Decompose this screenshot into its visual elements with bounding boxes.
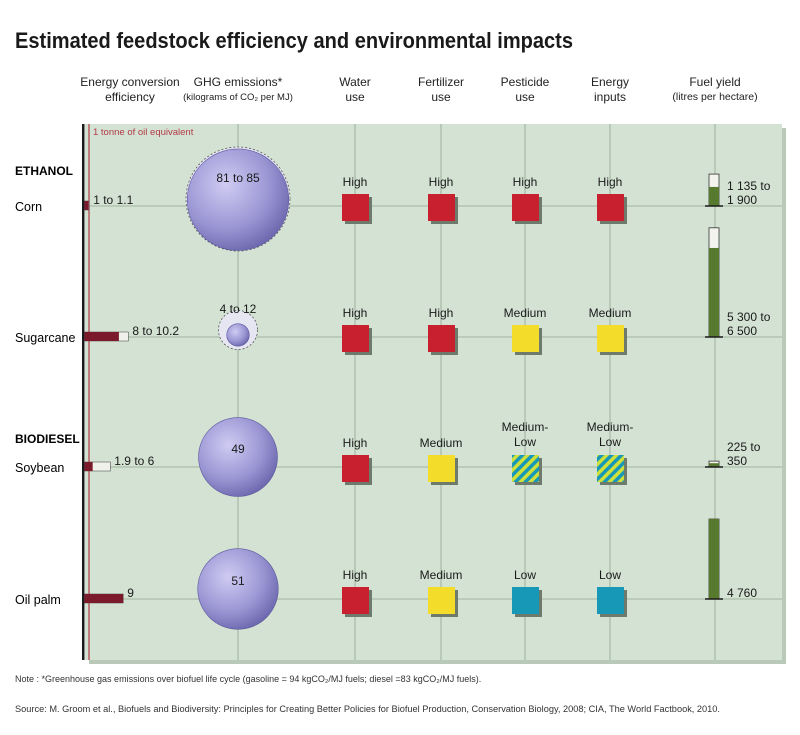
energy_inputs-square-sugarcane	[597, 325, 624, 352]
fertilizer-label-soybean: Medium	[420, 436, 463, 450]
panel-shadow	[782, 128, 786, 664]
energy-bar-soybean	[84, 462, 93, 471]
energy-label-soybean: 1.9 to 6	[114, 454, 154, 468]
column-headers: Energy conversion efficiency GHG emissio…	[80, 75, 757, 104]
header-pesticide-line2: use	[515, 90, 535, 104]
water-label-soybean: High	[343, 436, 368, 450]
row-label-oilpalm: Oil palm	[15, 593, 61, 607]
header-yield-line2: (litres per hectare)	[672, 91, 757, 103]
pesticide-square-soybean	[512, 455, 539, 482]
energy-axis	[82, 124, 85, 660]
header-energy-line2: efficiency	[105, 90, 155, 104]
pesticide-label-corn: High	[513, 175, 538, 189]
fertilizer-label-corn: High	[429, 175, 454, 189]
pesticide-label-soybean-line2: Low	[514, 435, 536, 449]
yield-bar-sugarcane	[709, 247, 719, 337]
yield-label-soybean-line2: 350	[727, 454, 747, 468]
header-yield-line1: Fuel yield	[689, 75, 740, 89]
water-square-oilpalm	[342, 587, 369, 614]
energy_inputs-square-soybean	[597, 455, 624, 482]
energy_inputs-square-corn	[597, 194, 624, 221]
yield-label-sugarcane-line1: 5 300 to	[727, 310, 771, 324]
pesticide-label-soybean-line1: Medium-	[502, 420, 549, 434]
energy_inputs-label-soybean-line1: Medium-	[587, 420, 634, 434]
energy_inputs-label-corn: High	[598, 175, 623, 189]
header-water-line2: use	[345, 90, 365, 104]
energy_inputs-label-sugarcane: Medium	[589, 306, 632, 320]
pesticide-square-corn	[512, 194, 539, 221]
ghg-label-soybean: 49	[231, 442, 245, 456]
header-water-line1: Water	[339, 75, 371, 89]
energy-bar-sugarcane	[84, 332, 119, 341]
chart-marks: 1 to 1.1 8 to 10.2 1.9 to 6 9 81 to 85 4 to 1…	[84, 146, 771, 630]
header-pesticide-line1: Pesticide	[501, 75, 550, 89]
ghg-label-corn: 81 to 85	[216, 171, 260, 185]
ghg-bubble-oilpalm	[197, 548, 279, 630]
ghg-bubble-soybean	[198, 417, 278, 497]
energy-bar-oilpalm	[84, 594, 124, 603]
header-energy-inputs-line1: Energy	[591, 75, 629, 89]
pesticide-label-oilpalm: Low	[514, 568, 536, 582]
header-energy-inputs-line2: inputs	[594, 90, 626, 104]
water-square-corn	[342, 194, 369, 221]
fertilizer-square-sugarcane	[428, 325, 455, 352]
row-label-corn: Corn	[15, 200, 42, 214]
panel-shadow-bottom	[89, 660, 786, 664]
header-energy-line1: Energy conversion	[80, 75, 179, 89]
energy-label-sugarcane: 8 to 10.2	[132, 324, 179, 338]
water-label-oilpalm: High	[343, 568, 368, 582]
yield-label-corn-line1: 1 135 to	[727, 179, 771, 193]
energy_inputs-square-oilpalm	[597, 587, 624, 614]
ghg-bubble-sugarcane	[226, 323, 250, 347]
row-label-soybean: Soybean	[15, 461, 64, 475]
footnote-note: Note : *Greenhouse gas emissions over bi…	[15, 674, 481, 684]
fertilizer-square-corn	[428, 194, 455, 221]
fertilizer-label-oilpalm: Medium	[420, 568, 463, 582]
pesticide-label-sugarcane: Medium	[504, 306, 547, 320]
energy-label-oilpalm: 9	[127, 586, 134, 600]
energy_inputs-label-oilpalm: Low	[599, 568, 621, 582]
energy-bar-corn	[84, 201, 89, 210]
water-label-corn: High	[343, 175, 368, 189]
yield-label-corn-line2: 1 900	[727, 193, 757, 207]
energy_inputs-label-soybean-line2: Low	[599, 435, 621, 449]
header-ghg-line2: (kilograms of CO₂ per MJ)	[183, 92, 293, 103]
pesticide-square-oilpalm	[512, 587, 539, 614]
group-label-ethanol: ETHANOL	[15, 164, 73, 178]
fertilizer-label-sugarcane: High	[429, 306, 454, 320]
yield-label-sugarcane-line2: 6 500	[727, 324, 757, 338]
fertilizer-square-soybean	[428, 455, 455, 482]
yield-bar-oilpalm	[709, 519, 719, 599]
ghg-label-oilpalm: 51	[231, 574, 245, 588]
header-fertilizer-line2: use	[431, 90, 451, 104]
yield-label-oilpalm: 4 760	[727, 586, 757, 600]
header-fertilizer-line1: Fertilizer	[418, 75, 464, 89]
row-label-sugarcane: Sugarcane	[15, 331, 76, 345]
header-ghg-line1: GHG emissions*	[194, 75, 283, 89]
footnote-source: Source: M. Groom et al., Biofuels and Bi…	[15, 704, 720, 714]
ghg-bubble-corn	[186, 148, 290, 251]
reference-label: 1 tonne of oil equivalent	[93, 127, 194, 138]
fertilizer-square-oilpalm	[428, 587, 455, 614]
energy-label-corn: 1 to 1.1	[93, 193, 133, 207]
ghg-label-sugarcane: 4 to 12	[220, 302, 257, 316]
water-label-sugarcane: High	[343, 306, 368, 320]
group-label-biodiesel: BIODIESEL	[15, 432, 80, 446]
yield-bar-corn	[709, 186, 719, 206]
water-square-sugarcane	[342, 325, 369, 352]
water-square-soybean	[342, 455, 369, 482]
chart-title: Estimated feedstock efficiency and envir…	[15, 28, 573, 53]
yield-label-soybean-line1: 225 to	[727, 440, 761, 454]
pesticide-square-sugarcane	[512, 325, 539, 352]
yield-bar-soybean	[709, 463, 719, 467]
